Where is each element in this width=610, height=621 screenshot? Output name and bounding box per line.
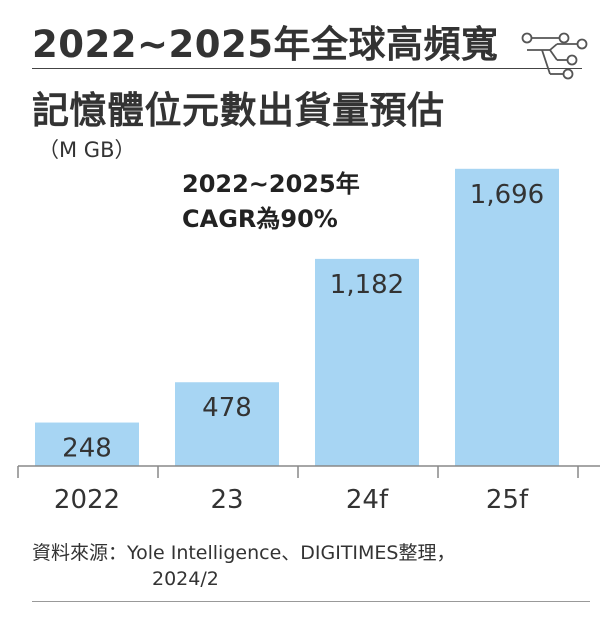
y-unit-label: （M GB） [38, 138, 136, 162]
bar-24f [315, 258, 419, 466]
x-tick-label: 2022 [54, 485, 120, 515]
source-note-line-2: 2024/2 [152, 568, 219, 590]
bar-2022 [35, 422, 139, 466]
x-tick-label: 24f [346, 485, 389, 515]
bar-25f [455, 168, 559, 466]
title-divider [32, 68, 582, 69]
x-tick-label: 23 [210, 485, 243, 515]
bar-23 [175, 382, 279, 466]
cagr-annotation-line-2: CAGR為90% [182, 205, 338, 233]
cagr-annotation-line-1: 2022~2025年 [182, 170, 360, 198]
bottom-divider [32, 601, 590, 602]
chart-title-line-2: 記憶體位元數出貨量預估 [32, 89, 445, 132]
source-note-line-1: 資料來源：Yole Intelligence、DIGITIMES整理， [32, 542, 456, 564]
bar-value-label: 1,696 [470, 180, 544, 210]
circuit-icon [521, 32, 588, 80]
x-tick-label: 25f [486, 485, 529, 515]
chart-title-line-1: 2022~2025年全球高頻寬 [32, 23, 499, 66]
bar-value-label: 1,182 [330, 270, 404, 300]
bar-value-label: 478 [202, 393, 252, 423]
bar-value-label: 248 [62, 434, 112, 464]
